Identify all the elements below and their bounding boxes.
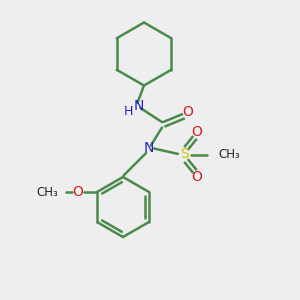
Text: O: O [182,106,193,119]
Text: O: O [191,125,202,139]
Text: H: H [124,105,133,119]
Text: N: N [134,100,144,113]
Text: CH₃: CH₃ [218,148,240,161]
Text: N: N [143,142,154,155]
Text: O: O [191,170,202,184]
Text: O: O [72,185,83,199]
Text: CH₃: CH₃ [36,185,58,199]
Text: S: S [180,148,189,161]
